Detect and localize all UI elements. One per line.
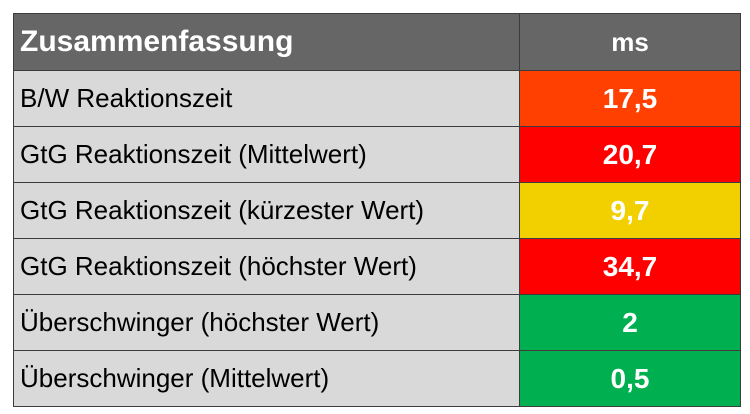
row-value-gtg-max: 34,7: [519, 238, 741, 295]
table-row: GtG Reaktionszeit (kürzester Wert) 9,7: [13, 182, 741, 239]
row-label-gtg-max: GtG Reaktionszeit (höchster Wert): [13, 238, 520, 295]
table-header-row: Zusammenfassung ms: [13, 13, 741, 71]
row-value-gtg-min: 9,7: [519, 182, 741, 239]
row-label-overshoot-mean: Überschwinger (Mittelwert): [13, 350, 520, 407]
table-row: Überschwinger (Mittelwert) 0,5: [13, 350, 741, 407]
table-row: GtG Reaktionszeit (Mittelwert) 20,7: [13, 126, 741, 183]
table-row: B/W Reaktionszeit 17,5: [13, 70, 741, 127]
header-unit: ms: [519, 13, 741, 71]
row-label-overshoot-max: Überschwinger (höchster Wert): [13, 294, 520, 351]
header-title: Zusammenfassung: [13, 13, 520, 71]
row-label-gtg-min: GtG Reaktionszeit (kürzester Wert): [13, 182, 520, 239]
summary-table: Zusammenfassung ms B/W Reaktionszeit 17,…: [13, 13, 741, 407]
row-value-overshoot-max: 2: [519, 294, 741, 351]
table-row: GtG Reaktionszeit (höchster Wert) 34,7: [13, 238, 741, 295]
row-value-overshoot-mean: 0,5: [519, 350, 741, 407]
row-label-gtg-mean: GtG Reaktionszeit (Mittelwert): [13, 126, 520, 183]
row-label-bw-reaction: B/W Reaktionszeit: [13, 70, 520, 127]
table-row: Überschwinger (höchster Wert) 2: [13, 294, 741, 351]
row-value-gtg-mean: 20,7: [519, 126, 741, 183]
row-value-bw-reaction: 17,5: [519, 70, 741, 127]
